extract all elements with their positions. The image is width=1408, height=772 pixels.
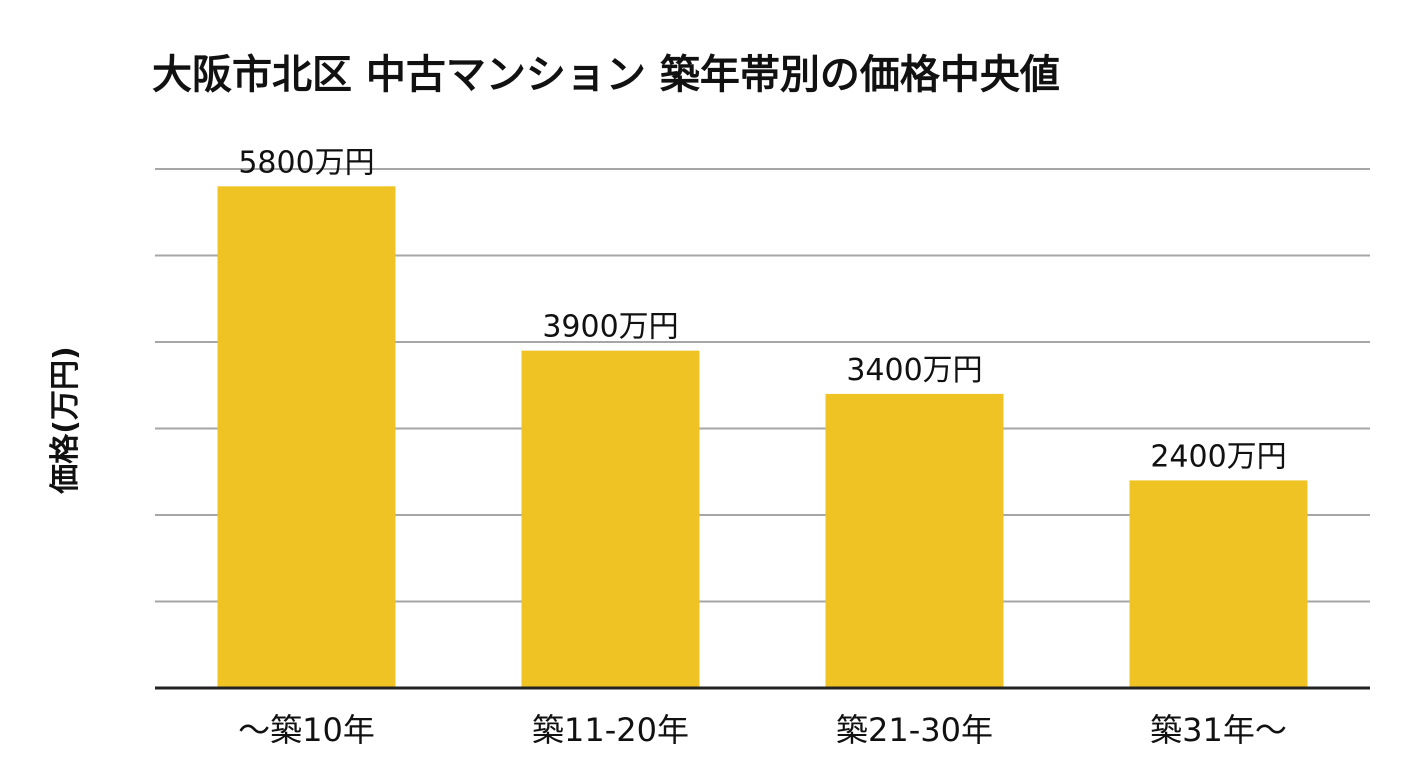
x-tick-label: 築21-30年: [836, 711, 993, 749]
bar: [1129, 480, 1308, 688]
x-tick-labels: 〜築10年 築11-20年 築21-30年 築31年〜: [238, 711, 1287, 749]
x-tick-label: 〜築10年: [238, 711, 375, 749]
data-label: 3400万円: [846, 353, 982, 388]
data-labels: 5800万円 3900万円 3400万円 2400万円: [238, 145, 1286, 474]
chart-title: 大阪市北区 中古マンション 築年帯別の価格中央値: [152, 52, 1060, 98]
data-label: 2400万円: [1150, 439, 1286, 474]
bar: [521, 350, 700, 688]
bar: [217, 186, 396, 689]
x-tick-label: 築31年〜: [1150, 711, 1287, 749]
data-label: 3900万円: [542, 310, 678, 345]
y-axis-label: 価格(万円): [48, 346, 83, 494]
x-tick-label: 築11-20年: [532, 711, 689, 749]
data-label: 5800万円: [238, 145, 374, 180]
bars: [217, 186, 1308, 689]
bar: [825, 393, 1004, 688]
